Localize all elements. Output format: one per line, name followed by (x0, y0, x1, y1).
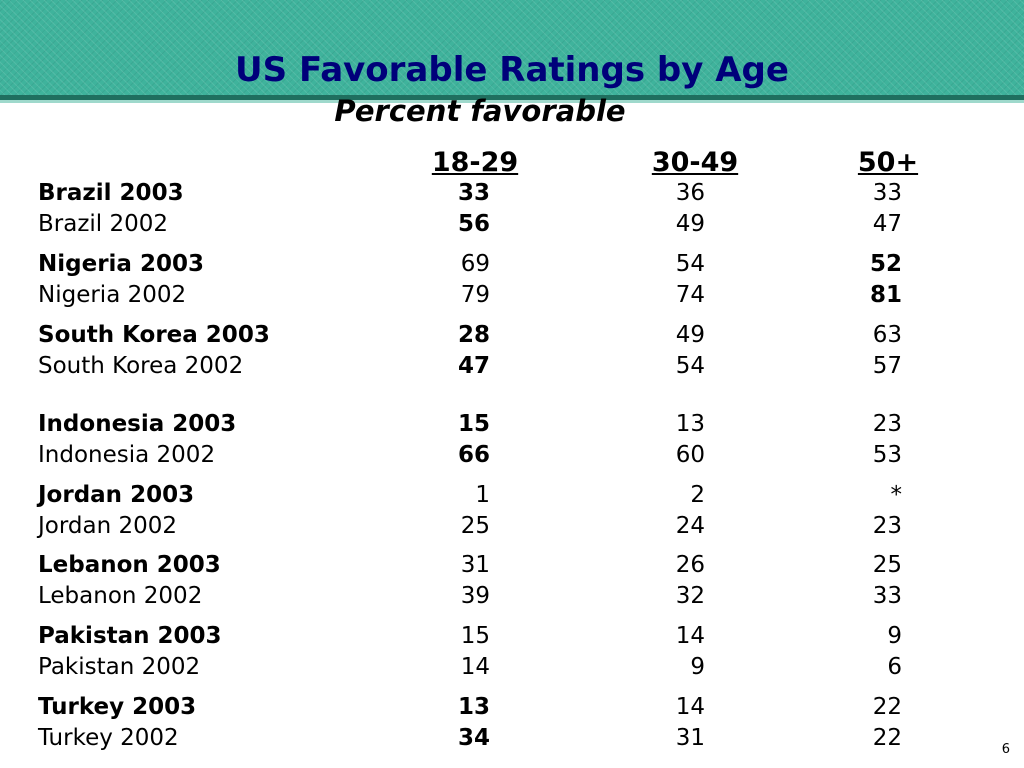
value-50-plus: 33 (872, 583, 902, 609)
table-row: Indonesia 2003 15 13 23 (0, 409, 1024, 439)
value-18-29: 15 (457, 411, 490, 437)
title-banner (0, 0, 1024, 98)
value-18-29: 47 (457, 353, 490, 379)
table-row: Brazil 2002 56 49 47 (0, 209, 1024, 239)
page-number: 6 (1001, 742, 1010, 757)
value-30-49: 31 (675, 725, 705, 751)
value-18-29: 34 (457, 725, 490, 751)
row-label: Brazil 2003 (38, 180, 184, 206)
value-50-plus: 47 (872, 211, 902, 237)
banner-divider (0, 95, 1024, 100)
value-18-29: 31 (460, 552, 490, 578)
value-50-plus: 81 (869, 282, 902, 308)
value-18-29: 33 (457, 180, 490, 206)
value-50-plus: 63 (872, 322, 902, 348)
value-18-29: 39 (460, 583, 490, 609)
page-subtitle: Percent favorable (334, 94, 626, 128)
row-label: Indonesia 2003 (38, 411, 237, 437)
banner-divider-highlight (0, 100, 1024, 103)
row-label: Jordan 2003 (38, 482, 195, 508)
table-row: Brazil 2003 33 36 33 (0, 178, 1024, 208)
value-18-29: 66 (457, 442, 490, 468)
table-row: Turkey 2003 13 14 22 (0, 692, 1024, 722)
table-row: Jordan 2003 1 2 * (0, 480, 1024, 510)
row-label: Jordan 2002 (38, 513, 178, 539)
table-row: Pakistan 2003 15 14 9 (0, 621, 1024, 651)
table-row: Nigeria 2002 79 74 81 (0, 280, 1024, 310)
value-18-29: 15 (460, 623, 490, 649)
value-50-plus: 25 (872, 552, 902, 578)
row-label: South Korea 2003 (38, 322, 270, 348)
table-row: Indonesia 2002 66 60 53 (0, 440, 1024, 470)
table-row: Lebanon 2002 39 32 33 (0, 581, 1024, 611)
value-50-plus: * (890, 482, 903, 508)
row-label: Pakistan 2002 (38, 654, 201, 680)
table-row: Nigeria 2003 69 54 52 (0, 249, 1024, 279)
value-50-plus: 57 (872, 353, 902, 379)
row-label: Lebanon 2003 (38, 552, 221, 578)
value-50-plus: 23 (872, 411, 902, 437)
value-50-plus: 53 (872, 442, 902, 468)
value-30-49: 14 (675, 694, 705, 720)
value-30-49: 14 (675, 623, 705, 649)
value-30-49: 54 (675, 353, 705, 379)
value-50-plus: 33 (872, 180, 902, 206)
value-50-plus: 52 (869, 251, 902, 277)
row-label: Brazil 2002 (38, 211, 169, 237)
value-50-plus: 22 (872, 725, 902, 751)
row-label: Turkey 2002 (38, 725, 179, 751)
row-label: Nigeria 2003 (38, 251, 204, 277)
column-header-18-29: 18-29 (431, 147, 519, 178)
value-30-49: 74 (675, 282, 705, 308)
row-label: Lebanon 2002 (38, 583, 203, 609)
row-label: Turkey 2003 (38, 694, 197, 720)
value-50-plus: 6 (887, 654, 902, 680)
row-label: Pakistan 2003 (38, 623, 222, 649)
value-50-plus: 9 (887, 623, 902, 649)
value-30-49: 36 (675, 180, 705, 206)
value-50-plus: 22 (872, 694, 902, 720)
table-row: South Korea 2002 47 54 57 (0, 351, 1024, 381)
value-30-49: 49 (675, 211, 705, 237)
value-18-29: 25 (460, 513, 490, 539)
value-18-29: 14 (460, 654, 490, 680)
value-30-49: 26 (675, 552, 705, 578)
table-row: Turkey 2002 34 31 22 (0, 723, 1024, 753)
page-title: US Favorable Ratings by Age (235, 50, 789, 90)
table-row: South Korea 2003 28 49 63 (0, 320, 1024, 350)
table-row: Jordan 2002 25 24 23 (0, 511, 1024, 541)
value-30-49: 13 (675, 411, 705, 437)
column-header-50-plus: 50+ (857, 147, 919, 178)
value-30-49: 9 (690, 654, 705, 680)
value-18-29: 28 (457, 322, 490, 348)
value-18-29: 79 (460, 282, 490, 308)
row-label: South Korea 2002 (38, 353, 244, 379)
value-30-49: 54 (675, 251, 705, 277)
table-row: Lebanon 2003 31 26 25 (0, 550, 1024, 580)
value-18-29: 13 (457, 694, 490, 720)
table-row: Pakistan 2002 14 9 6 (0, 652, 1024, 682)
value-30-49: 49 (675, 322, 705, 348)
row-label: Indonesia 2002 (38, 442, 216, 468)
value-30-49: 60 (675, 442, 705, 468)
value-50-plus: 23 (872, 513, 902, 539)
row-label: Nigeria 2002 (38, 282, 187, 308)
value-18-29: 1 (475, 482, 490, 508)
value-18-29: 56 (457, 211, 490, 237)
value-30-49: 32 (675, 583, 705, 609)
value-30-49: 2 (690, 482, 705, 508)
value-18-29: 69 (460, 251, 490, 277)
column-header-30-49: 30-49 (651, 147, 739, 178)
value-30-49: 24 (675, 513, 705, 539)
